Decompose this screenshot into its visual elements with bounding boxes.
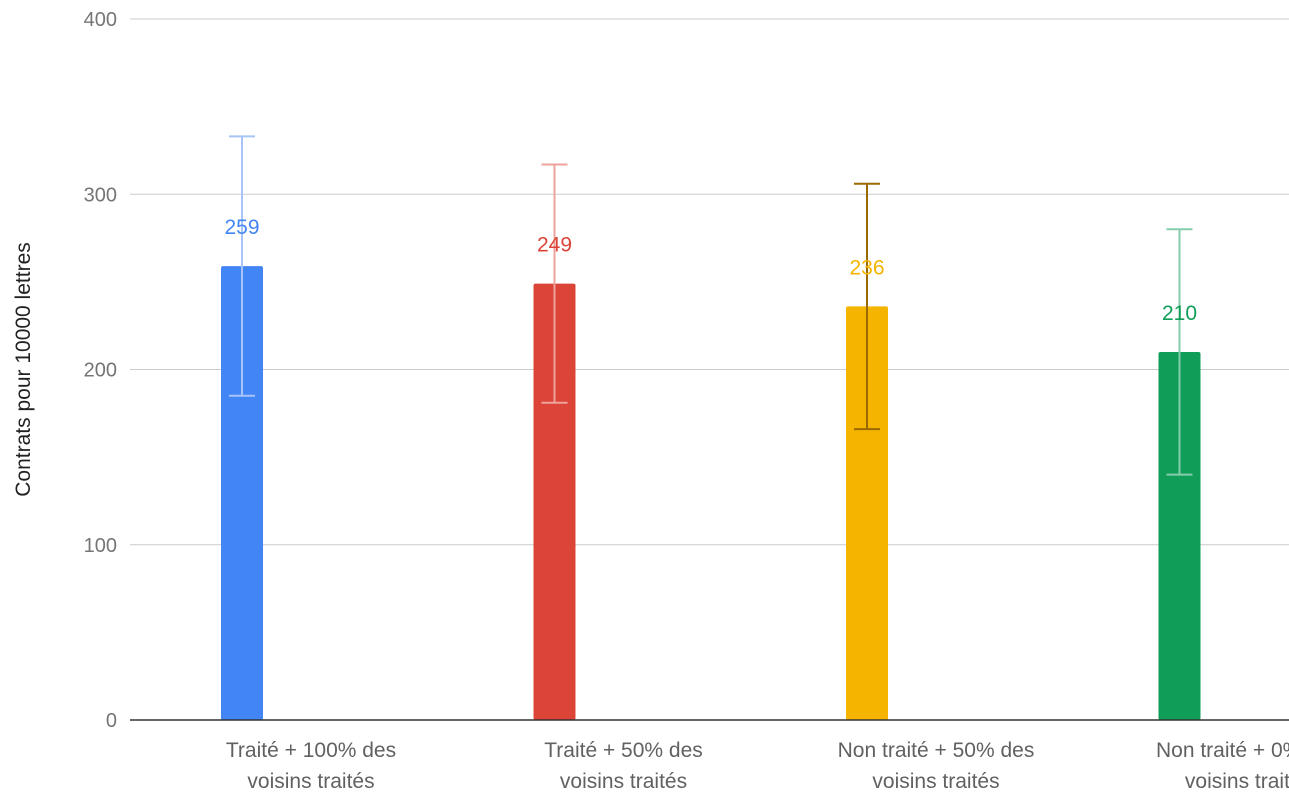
category-label-line: voisins traités (247, 770, 374, 792)
data-label: 249 (537, 234, 572, 257)
category-label-line: Non traité + 50% des (838, 739, 1035, 762)
y-tick-label: 100 (84, 535, 117, 557)
category-label-line: voisins traités (560, 770, 687, 792)
y-tick-label: 0 (106, 710, 117, 732)
data-label: 259 (224, 216, 259, 239)
data-label: 236 (849, 256, 884, 279)
gridlines (130, 18, 1289, 546)
category-label: Traité + 50% des voisins traités (544, 739, 703, 792)
data-label: 210 (1162, 302, 1197, 325)
error-bars (229, 135, 1193, 476)
y-axis-title: Contrats pour 10000 lettres (12, 242, 35, 496)
category-label: Non traité + 50% des voisins traités (838, 739, 1035, 792)
category-label-line: Traité + 100% des (226, 739, 396, 762)
bar (1158, 351, 1201, 720)
bars (221, 266, 1201, 720)
bar (221, 266, 263, 720)
category-label-line: voisins traités (1185, 770, 1289, 792)
category-label: Traité + 100% des voisins traités (226, 739, 396, 792)
category-label-line: Traité + 50% des (544, 739, 703, 762)
category-label-line: Non traité + 0% des (1156, 739, 1289, 762)
y-tick-label: 400 (84, 9, 117, 31)
bar (846, 306, 888, 720)
category-label: Non traité + 0% des voisins traités (1156, 739, 1289, 792)
y-tick-label: 200 (84, 360, 117, 382)
bar (533, 283, 576, 720)
y-axis-ticks: 0 100 200 300 400 (84, 9, 117, 732)
y-tick-label: 300 (84, 184, 117, 206)
category-label-line: voisins traités (872, 770, 999, 792)
data-labels: 259 249 236 210 (224, 216, 1197, 325)
